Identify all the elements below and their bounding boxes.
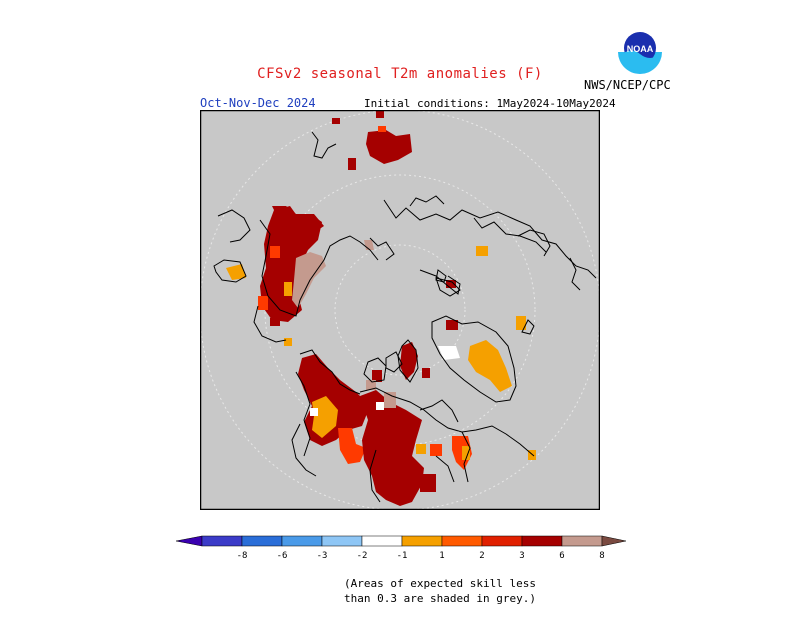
anomaly-patch (258, 296, 268, 310)
colorbar-tick-label: -8 (237, 551, 248, 561)
colorbar-boxes (176, 535, 626, 547)
colorbar-box (481, 535, 523, 547)
colorbar-arrow-high (601, 535, 626, 547)
noaa-logo: NOAA (618, 30, 662, 74)
colorbar-tick-label: 8 (599, 551, 604, 561)
colorbar-labels: -8 -6 -3 -2 -1 1 2 3 6 8 (237, 551, 605, 561)
colorbar-tick-label: -2 (357, 551, 368, 561)
anomaly-patches (226, 110, 536, 506)
colorbar-tick-label: 3 (519, 551, 524, 561)
anomaly-patch (378, 126, 386, 132)
anomaly-patch (272, 206, 324, 234)
colorbar-tick-label: -6 (277, 551, 288, 561)
anomaly-patch (366, 380, 376, 390)
anomaly-patch (468, 340, 512, 392)
anomaly-patch (420, 474, 436, 492)
anomaly-patch (360, 390, 424, 506)
anomaly-patch (376, 110, 384, 118)
anomaly-patch (338, 428, 366, 464)
colorbar-box (561, 535, 603, 547)
anomaly-patch (400, 342, 418, 380)
anomaly-patch (284, 338, 292, 346)
logo-text: NOAA (627, 44, 654, 54)
agency-label: NWS/NCEP/CPC (584, 78, 671, 92)
anomaly-patch (366, 130, 412, 164)
anomaly-patch (260, 206, 322, 322)
anomaly-patch (416, 444, 426, 454)
anomaly-patch (516, 316, 526, 330)
colorbar-box (441, 535, 483, 547)
colorbar-box (401, 535, 443, 547)
coastlines (213, 131, 597, 503)
season-label: Oct-Nov-Dec 2024 (200, 96, 316, 110)
anomaly-patch (332, 118, 340, 124)
map-frame (200, 110, 600, 510)
anomaly-patch (270, 318, 280, 326)
colorbar-box (281, 535, 323, 547)
colorbar-tick-label: 1 (439, 551, 444, 561)
initial-conditions-label: Initial conditions: 1May2024-10May2024 (364, 97, 616, 110)
anomaly-patch (476, 246, 488, 256)
anomaly-patch (430, 444, 442, 456)
colorbar-box (321, 535, 363, 547)
skill-note: (Areas of expected skill less than 0.3 a… (0, 576, 800, 606)
anomaly-map (200, 110, 600, 510)
anomaly-patch (372, 370, 382, 382)
anomaly-patch (462, 446, 470, 460)
anomaly-patch (438, 346, 460, 360)
anomaly-patch (312, 396, 338, 438)
anomaly-patch (348, 158, 356, 170)
colorbar-box (241, 535, 283, 547)
anomaly-patch (422, 368, 430, 378)
skill-note-line-1: (Areas of expected skill less (343, 577, 537, 590)
anomaly-patch (270, 246, 280, 258)
chart-title: CFSv2 seasonal T2m anomalies (F) (257, 66, 543, 82)
colorbar-box (521, 535, 563, 547)
anomaly-patch (376, 402, 384, 410)
colorbar-arrow-low (176, 535, 203, 547)
anomaly-patch (310, 408, 318, 416)
colorbar-tick-label: -3 (317, 551, 328, 561)
anomaly-patch (384, 392, 396, 408)
colorbar-box (201, 535, 243, 547)
anomaly-patch (292, 252, 326, 308)
colorbar-tick-label: 2 (479, 551, 484, 561)
colorbar-box (361, 535, 403, 547)
anomaly-patch (226, 264, 246, 280)
anomaly-patch (446, 320, 458, 330)
colorbar: -8 -6 -3 -2 -1 1 2 3 6 8 (176, 535, 626, 561)
anomaly-patch (284, 282, 292, 296)
colorbar-tick-label: 6 (559, 551, 564, 561)
skill-note-line-2: than 0.3 are shaded in grey.) (343, 592, 537, 605)
colorbar-tick-label: -1 (397, 551, 408, 561)
